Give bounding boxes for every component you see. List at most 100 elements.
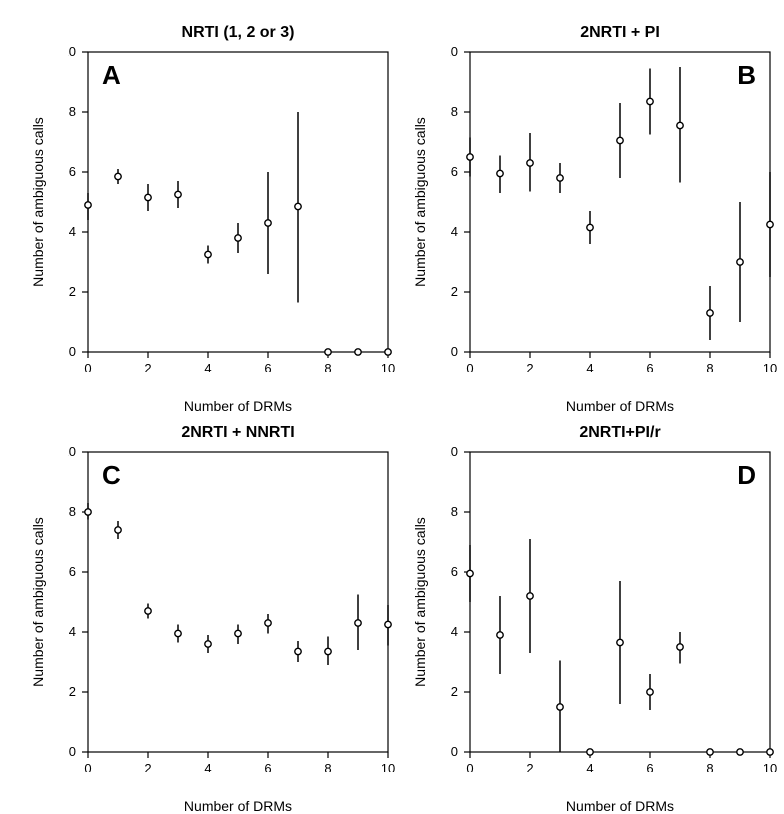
x-tick-label: 0 bbox=[466, 761, 473, 772]
x-axis-label: Number of DRMs bbox=[470, 798, 770, 814]
x-axis-label: Number of DRMs bbox=[88, 398, 388, 414]
x-tick-label: 2 bbox=[526, 761, 533, 772]
data-point bbox=[587, 749, 593, 755]
plot-svg: 02468100246810 bbox=[450, 432, 784, 772]
x-tick-label: 6 bbox=[264, 761, 271, 772]
x-tick-label: 10 bbox=[763, 761, 777, 772]
data-point bbox=[265, 220, 271, 226]
data-point bbox=[145, 608, 151, 614]
y-tick-label: 0 bbox=[451, 744, 458, 759]
y-axis-label: Number of ambiguous calls bbox=[412, 52, 428, 352]
plot-box bbox=[470, 52, 770, 352]
data-point bbox=[235, 235, 241, 241]
x-tick-label: 8 bbox=[706, 761, 713, 772]
y-tick-label: 6 bbox=[69, 164, 76, 179]
data-point bbox=[385, 349, 391, 355]
data-point bbox=[385, 621, 391, 627]
x-tick-label: 2 bbox=[526, 361, 533, 372]
plot-svg: 02468100246810 bbox=[68, 432, 408, 772]
x-tick-label: 6 bbox=[646, 761, 653, 772]
y-tick-label: 4 bbox=[69, 624, 76, 639]
x-tick-label: 8 bbox=[324, 761, 331, 772]
x-axis-label: Number of DRMs bbox=[88, 798, 388, 814]
data-point bbox=[677, 644, 683, 650]
data-point bbox=[497, 170, 503, 176]
data-point bbox=[85, 509, 91, 515]
data-point bbox=[557, 175, 563, 181]
data-point bbox=[115, 173, 121, 179]
y-tick-label: 4 bbox=[69, 224, 76, 239]
data-point bbox=[115, 527, 121, 533]
y-tick-label: 8 bbox=[69, 104, 76, 119]
y-tick-label: 4 bbox=[451, 624, 458, 639]
x-tick-label: 2 bbox=[144, 361, 151, 372]
y-tick-label: 2 bbox=[451, 284, 458, 299]
plot-box bbox=[88, 52, 388, 352]
data-point bbox=[325, 648, 331, 654]
data-point bbox=[355, 349, 361, 355]
data-point bbox=[647, 689, 653, 695]
data-point bbox=[467, 154, 473, 160]
data-point bbox=[707, 749, 713, 755]
y-axis-label: Number of ambiguous calls bbox=[30, 52, 46, 352]
y-tick-label: 8 bbox=[69, 504, 76, 519]
x-tick-label: 4 bbox=[204, 761, 211, 772]
x-tick-label: 10 bbox=[763, 361, 777, 372]
data-point bbox=[497, 632, 503, 638]
figure-root: NRTI (1, 2 or 3)Number of ambiguous call… bbox=[0, 0, 784, 801]
y-tick-label: 6 bbox=[69, 564, 76, 579]
panel-D: 2NRTI+PI/rNumber of ambiguous callsNumbe… bbox=[470, 452, 770, 752]
data-point bbox=[205, 641, 211, 647]
x-tick-label: 4 bbox=[586, 361, 593, 372]
data-point bbox=[325, 349, 331, 355]
data-point bbox=[527, 160, 533, 166]
x-tick-label: 0 bbox=[84, 361, 91, 372]
data-point bbox=[235, 630, 241, 636]
y-tick-label: 2 bbox=[69, 284, 76, 299]
data-point bbox=[677, 122, 683, 128]
data-point bbox=[85, 202, 91, 208]
data-point bbox=[265, 620, 271, 626]
y-tick-label: 10 bbox=[450, 444, 458, 459]
data-point bbox=[467, 570, 473, 576]
x-tick-label: 4 bbox=[586, 761, 593, 772]
x-tick-label: 10 bbox=[381, 361, 395, 372]
y-tick-label: 0 bbox=[69, 744, 76, 759]
data-point bbox=[647, 98, 653, 104]
x-tick-label: 8 bbox=[324, 361, 331, 372]
x-tick-label: 8 bbox=[706, 361, 713, 372]
data-point bbox=[295, 648, 301, 654]
y-tick-label: 0 bbox=[69, 344, 76, 359]
data-point bbox=[587, 224, 593, 230]
y-axis-label: Number of ambiguous calls bbox=[412, 452, 428, 752]
x-tick-label: 10 bbox=[381, 761, 395, 772]
data-point bbox=[617, 639, 623, 645]
y-tick-label: 2 bbox=[69, 684, 76, 699]
plot-box bbox=[88, 452, 388, 752]
data-point bbox=[175, 191, 181, 197]
x-tick-label: 4 bbox=[204, 361, 211, 372]
x-axis-label: Number of DRMs bbox=[470, 398, 770, 414]
y-tick-label: 10 bbox=[68, 44, 76, 59]
panel-C: 2NRTI + NNRTINumber of ambiguous callsNu… bbox=[88, 452, 388, 752]
data-point bbox=[557, 704, 563, 710]
plot-svg: 0 2 4 6 8 10 0 2 4 6 8 10 bbox=[68, 32, 408, 372]
data-point bbox=[175, 630, 181, 636]
plot-svg: 02468100246810 bbox=[450, 32, 784, 372]
panel-A: NRTI (1, 2 or 3)Number of ambiguous call… bbox=[88, 52, 388, 352]
y-tick-label: 4 bbox=[451, 224, 458, 239]
data-point bbox=[355, 620, 361, 626]
y-tick-label: 8 bbox=[451, 504, 458, 519]
data-point bbox=[617, 137, 623, 143]
y-tick-label: 2 bbox=[451, 684, 458, 699]
data-point bbox=[145, 194, 151, 200]
y-tick-label: 0 bbox=[451, 344, 458, 359]
data-point bbox=[527, 593, 533, 599]
x-tick-label: 2 bbox=[144, 761, 151, 772]
data-point bbox=[737, 749, 743, 755]
panel-B: 2NRTI + PINumber of ambiguous callsNumbe… bbox=[470, 52, 770, 352]
y-tick-label: 8 bbox=[451, 104, 458, 119]
data-point bbox=[737, 259, 743, 265]
x-tick-label: 6 bbox=[264, 361, 271, 372]
data-point bbox=[707, 310, 713, 316]
